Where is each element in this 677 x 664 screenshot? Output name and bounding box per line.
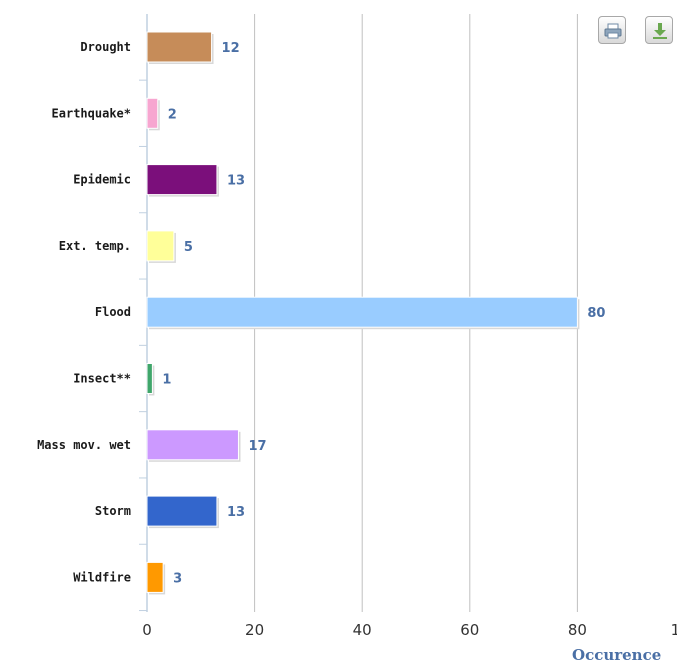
- x-tick-labels: 0 20 40 60 80 100: [142, 621, 677, 639]
- x-tick-label: 0: [142, 621, 152, 639]
- category-label: Wildfire: [73, 570, 131, 584]
- data-label: 80: [587, 306, 605, 321]
- category-label: Mass mov. wet: [37, 438, 131, 452]
- x-tick-label: 20: [245, 621, 264, 639]
- category-label: Epidemic: [73, 173, 131, 187]
- bar: [146, 429, 239, 461]
- x-tick-label: 60: [460, 621, 479, 639]
- x-tick-label: 100: [671, 621, 677, 639]
- x-tick-label: 40: [353, 621, 372, 639]
- download-icon: [653, 23, 667, 39]
- bar: [146, 97, 159, 129]
- data-label: 3: [173, 571, 182, 586]
- print-button[interactable]: [598, 16, 626, 44]
- category-labels: Drought Earthquake* Epidemic Ext. temp. Floo…: [37, 40, 131, 584]
- category-label: Flood: [95, 305, 131, 319]
- bar: [146, 230, 175, 262]
- data-label: 13: [227, 174, 245, 189]
- y-axis: [139, 14, 148, 612]
- bar: [146, 296, 578, 328]
- data-label: 12: [222, 41, 240, 56]
- bars: [146, 31, 580, 595]
- category-label: Earthquake*: [52, 106, 131, 120]
- x-axis-title: Occurence: [572, 646, 661, 664]
- bar: [146, 31, 213, 63]
- category-label: Drought: [80, 40, 131, 54]
- download-button[interactable]: [645, 16, 673, 44]
- bar: [146, 164, 218, 196]
- x-tick-label: 80: [568, 621, 587, 639]
- category-label: Ext. temp.: [59, 239, 131, 253]
- data-label: 2: [168, 107, 177, 122]
- printer-icon: [604, 23, 622, 39]
- data-label: 5: [184, 240, 193, 255]
- data-label: 17: [248, 439, 266, 454]
- bar: [146, 363, 153, 394]
- category-label: Storm: [95, 504, 131, 518]
- value-labels: 12 2 13 5 80 1 17 13 3: [162, 41, 605, 586]
- bar: [146, 561, 164, 593]
- data-label: 13: [227, 505, 245, 520]
- data-label: 1: [162, 373, 171, 388]
- category-label: Insect**: [73, 372, 131, 386]
- bar: [146, 495, 218, 527]
